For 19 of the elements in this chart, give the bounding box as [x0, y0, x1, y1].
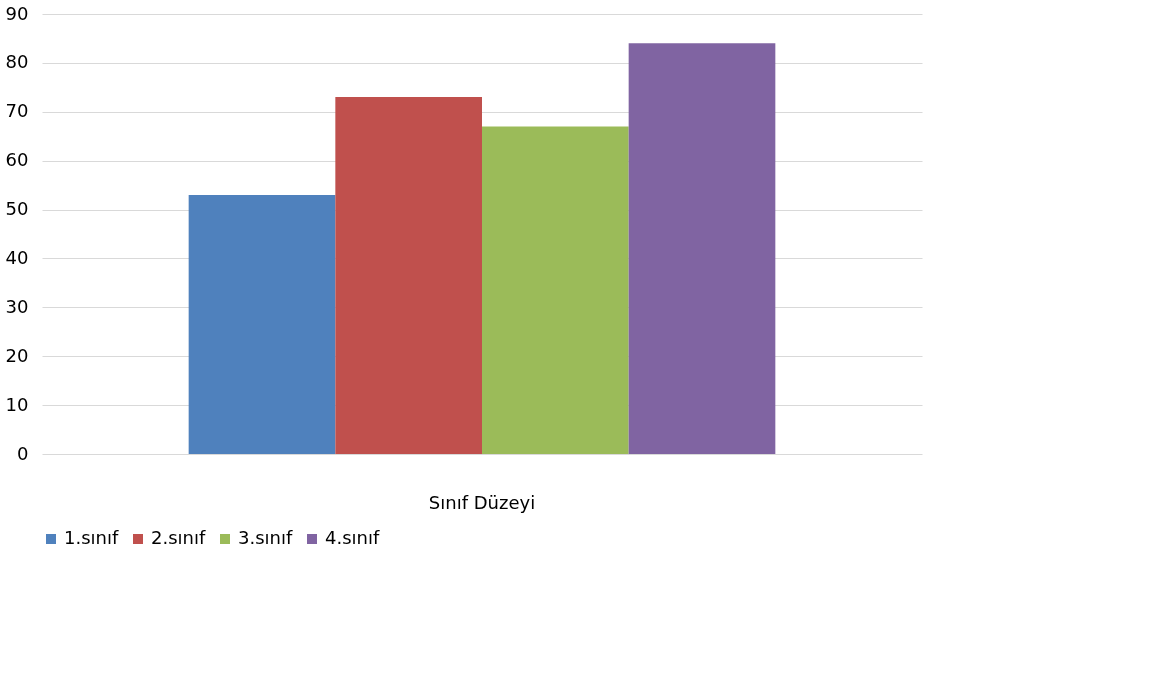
- y-tick-label: 50: [5, 198, 29, 220]
- y-tick-label: 40: [5, 246, 29, 268]
- y-tick-label: 70: [5, 100, 29, 122]
- legend-label: 4.sınıf: [325, 527, 380, 548]
- legend-label: 3.sınıf: [238, 527, 293, 548]
- y-tick-label: 80: [5, 51, 29, 73]
- bar: [188, 194, 336, 454]
- y-tick-label: 10: [5, 393, 29, 415]
- y-tick-label: 60: [5, 149, 29, 171]
- bar: [628, 43, 776, 454]
- legend-label: 2.sınıf: [151, 527, 206, 548]
- x-tick-label: Sınıf Düzeyi: [428, 491, 536, 513]
- y-tick-label: 30: [5, 295, 29, 317]
- y-tick-label: 20: [5, 344, 29, 366]
- y-tick-label: 0: [17, 442, 29, 464]
- y-tick-label: 90: [5, 2, 29, 24]
- bar: [482, 126, 629, 454]
- legend-label: 1.sınıf: [64, 527, 119, 548]
- bar: [335, 97, 482, 454]
